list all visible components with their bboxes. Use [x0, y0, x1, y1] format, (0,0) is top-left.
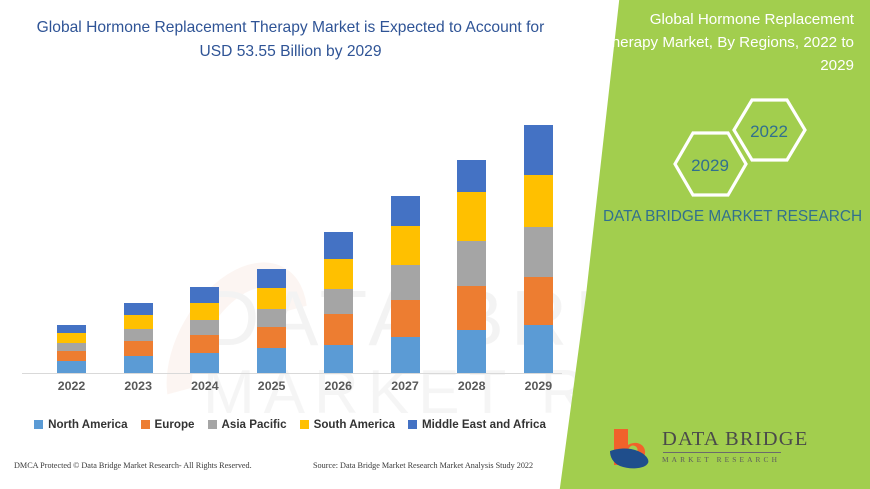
footer: DMCA Protected © Data Bridge Market Rese…	[0, 458, 580, 482]
bar-segment-middle-east-and-africa	[190, 286, 220, 304]
x-axis-line	[22, 373, 562, 374]
bar-segment-asia-pacific	[390, 264, 420, 300]
data-bridge-logo: DATA BRIDGE MARKET RESEARCH	[604, 425, 854, 475]
x-label-2025: 2025	[257, 379, 286, 393]
hexagon-2022-label: 2022	[750, 122, 788, 141]
x-label-2024: 2024	[191, 379, 219, 393]
bar-segment-europe	[323, 313, 353, 345]
x-label-2027: 2027	[391, 379, 419, 393]
footer-source: Source: Data Bridge Market Research Mark…	[313, 461, 534, 470]
bar-segment-middle-east-and-africa	[123, 303, 153, 316]
bar-segment-north-america	[390, 336, 420, 373]
legend-item-middle-east-and-africa[interactable]: Middle East and Africa	[407, 418, 546, 431]
legend-label: South America	[313, 418, 395, 431]
bar-segment-asia-pacific	[257, 308, 287, 327]
bar-2028	[457, 159, 487, 373]
bar-segment-south-america	[457, 192, 487, 241]
legend-swatch-icon	[299, 420, 309, 429]
bar-segment-europe	[257, 326, 287, 348]
bar-segment-asia-pacific	[323, 288, 353, 314]
bar-segment-europe	[390, 299, 420, 337]
legend-item-south-america[interactable]: South America	[299, 418, 395, 431]
bar-2023	[123, 303, 153, 373]
bar-segment-north-america	[257, 347, 287, 373]
legend-item-north-america[interactable]: North America	[34, 418, 128, 431]
footer-copyright: DMCA Protected © Data Bridge Market Rese…	[14, 461, 252, 470]
panel-title: Global Hormone Replacement Therapy Marke…	[602, 11, 854, 75]
bar-segment-north-america	[523, 324, 553, 373]
panel-brand-text: DATA BRIDGE MARKET RESEARCH	[602, 208, 863, 225]
bar-segment-europe	[123, 341, 153, 356]
x-label-2026: 2026	[324, 379, 353, 393]
bar-segment-asia-pacific	[457, 240, 487, 286]
bar-segment-middle-east-and-africa	[57, 324, 86, 333]
bar-segment-north-america	[57, 360, 86, 373]
legend-item-europe[interactable]: Europe	[140, 418, 195, 431]
bar-2029	[523, 125, 553, 373]
legend-swatch-icon	[34, 420, 44, 429]
bar-segment-middle-east-and-africa	[390, 196, 420, 226]
bar-segment-south-america	[123, 315, 153, 329]
legend-label: North America	[48, 418, 128, 431]
bar-segment-europe	[57, 350, 86, 361]
logo-mark-icon	[610, 429, 649, 469]
bar-segment-south-america	[190, 303, 220, 321]
hexagon-2029-label: 2029	[691, 156, 729, 175]
x-label-2028: 2028	[457, 379, 486, 393]
logo-divider	[663, 452, 781, 453]
bar-2022	[57, 324, 86, 373]
bar-segment-south-america	[257, 287, 287, 309]
logo-tagline: MARKET RESEARCH	[662, 455, 781, 464]
bar-segment-south-america	[57, 332, 86, 343]
legend-swatch-icon	[407, 420, 417, 429]
chart-title: Global Hormone Replacement Therapy Marke…	[36, 19, 545, 61]
logo-text: DATA BRIDGE MARKET RESEARCH	[662, 428, 809, 464]
green-panel	[559, 0, 870, 489]
bar-segment-north-america	[323, 344, 353, 373]
logo-name: DATA BRIDGE	[662, 428, 809, 450]
bar-2027	[390, 196, 420, 373]
bar-segment-asia-pacific	[190, 320, 220, 335]
legend-swatch-icon	[140, 420, 150, 429]
bar-segment-asia-pacific	[57, 342, 86, 351]
x-label-2022: 2022	[57, 379, 86, 393]
bar-2025	[257, 269, 287, 373]
bar-segment-middle-east-and-africa	[523, 125, 553, 176]
bar-segment-north-america	[457, 329, 487, 373]
hexagon-2029	[673, 131, 748, 197]
hexagon-badges: 2022 2029	[600, 96, 830, 201]
bar-segment-south-america	[323, 258, 353, 289]
bar-segment-europe	[523, 277, 553, 325]
bar-segment-north-america	[190, 352, 220, 373]
chart-plot-area: 2022 2023 2024 2025 2026 2027 2028 2029	[22, 125, 562, 393]
legend-label: Europe	[154, 418, 195, 431]
bar-segment-south-america	[523, 175, 553, 228]
x-label-2023: 2023	[124, 379, 152, 393]
bar-segment-middle-east-and-africa	[323, 231, 353, 259]
x-label-2029: 2029	[524, 379, 553, 393]
bar-segment-north-america	[123, 355, 153, 373]
hexagon-2022	[732, 98, 807, 162]
chart-legend: North America Europe Asia Pacific South Ame…	[0, 418, 580, 431]
bar-segment-south-america	[390, 225, 420, 265]
bar-2026	[323, 231, 353, 373]
bar-segment-asia-pacific	[523, 227, 553, 278]
legend-item-asia-pacific[interactable]: Asia Pacific	[207, 418, 287, 431]
legend-swatch-icon	[207, 420, 217, 429]
bar-segment-europe	[190, 334, 220, 353]
bar-segment-asia-pacific	[123, 328, 153, 342]
bar-segment-europe	[457, 285, 487, 330]
bar-segment-middle-east-and-africa	[257, 269, 287, 288]
bar-2024	[190, 286, 220, 373]
legend-label: Middle East and Africa	[421, 418, 546, 431]
bar-segment-middle-east-and-africa	[457, 159, 487, 193]
legend-label: Asia Pacific	[221, 418, 287, 431]
